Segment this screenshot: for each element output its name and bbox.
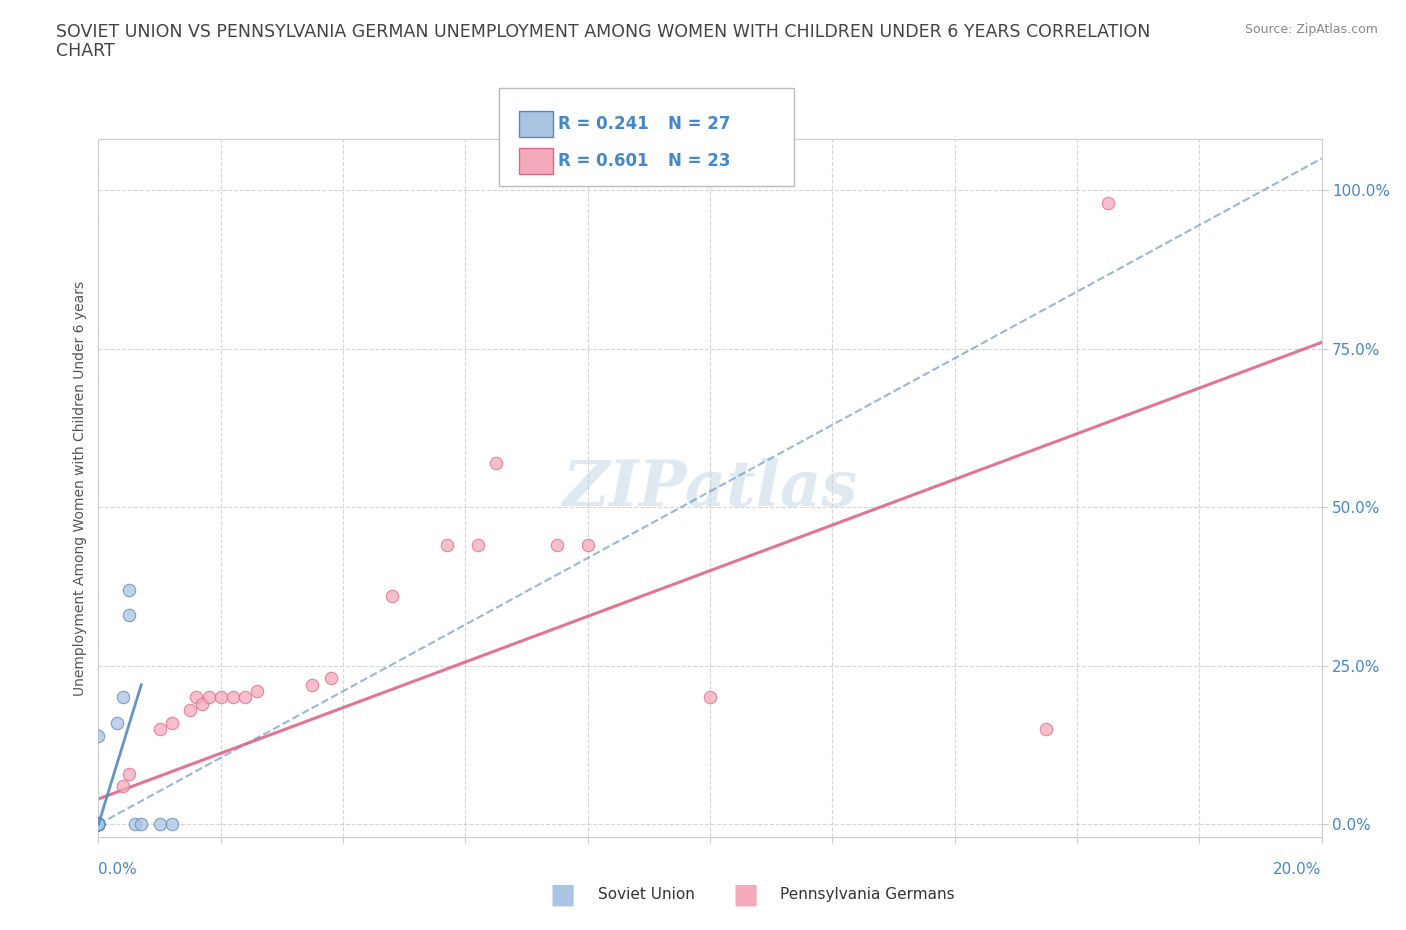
Point bbox=[87, 817, 110, 831]
Point bbox=[197, 690, 219, 705]
Point bbox=[129, 817, 152, 831]
Point bbox=[118, 766, 141, 781]
Point bbox=[87, 817, 110, 831]
Point bbox=[87, 817, 110, 831]
Text: SOVIET UNION VS PENNSYLVANIA GERMAN UNEMPLOYMENT AMONG WOMEN WITH CHILDREN UNDER: SOVIET UNION VS PENNSYLVANIA GERMAN UNEM… bbox=[56, 23, 1150, 41]
Point bbox=[87, 817, 110, 831]
Point bbox=[87, 817, 110, 831]
Point bbox=[381, 589, 404, 604]
Text: Soviet Union: Soviet Union bbox=[598, 887, 695, 902]
Point bbox=[160, 817, 183, 831]
Point bbox=[87, 817, 110, 831]
Point bbox=[246, 684, 269, 698]
Point bbox=[209, 690, 232, 705]
Point bbox=[87, 817, 110, 831]
Point bbox=[87, 817, 110, 831]
Text: 0.0%: 0.0% bbox=[98, 862, 138, 877]
Text: ZIPatlas: ZIPatlas bbox=[562, 458, 858, 519]
Point bbox=[87, 817, 110, 831]
Text: ■: ■ bbox=[550, 881, 575, 909]
Point bbox=[149, 817, 172, 831]
Y-axis label: Unemployment Among Women with Children Under 6 years: Unemployment Among Women with Children U… bbox=[73, 281, 87, 696]
Text: Source: ZipAtlas.com: Source: ZipAtlas.com bbox=[1244, 23, 1378, 36]
Point bbox=[124, 817, 146, 831]
Point bbox=[699, 690, 721, 705]
Point bbox=[118, 582, 141, 597]
Point bbox=[87, 817, 110, 831]
Point bbox=[87, 817, 110, 831]
Point bbox=[222, 690, 245, 705]
Point bbox=[111, 778, 134, 793]
Text: N = 27: N = 27 bbox=[668, 114, 730, 133]
Text: CHART: CHART bbox=[56, 42, 115, 60]
Point bbox=[485, 456, 508, 471]
Point bbox=[87, 728, 110, 743]
Point bbox=[87, 817, 110, 831]
Point bbox=[111, 690, 134, 705]
Point bbox=[467, 538, 489, 552]
Text: 20.0%: 20.0% bbox=[1274, 862, 1322, 877]
Text: N = 23: N = 23 bbox=[668, 152, 730, 170]
Point bbox=[179, 703, 201, 718]
Point bbox=[1097, 195, 1119, 210]
Point bbox=[160, 715, 183, 730]
Point bbox=[301, 677, 323, 692]
Point bbox=[105, 715, 128, 730]
Point bbox=[87, 817, 110, 831]
Text: R = 0.601: R = 0.601 bbox=[558, 152, 648, 170]
Point bbox=[87, 817, 110, 831]
Point bbox=[191, 697, 214, 711]
Point bbox=[118, 607, 141, 622]
Point bbox=[436, 538, 458, 552]
Text: ■: ■ bbox=[733, 881, 758, 909]
Point bbox=[233, 690, 256, 705]
Point bbox=[546, 538, 568, 552]
Point bbox=[319, 671, 342, 686]
Point bbox=[87, 817, 110, 831]
Point bbox=[186, 690, 208, 705]
Point bbox=[1035, 722, 1057, 737]
Point bbox=[149, 722, 172, 737]
Text: Pennsylvania Germans: Pennsylvania Germans bbox=[780, 887, 955, 902]
Point bbox=[87, 817, 110, 831]
Text: R = 0.241: R = 0.241 bbox=[558, 114, 650, 133]
Point bbox=[576, 538, 599, 552]
Point bbox=[87, 817, 110, 831]
Point bbox=[87, 817, 110, 831]
